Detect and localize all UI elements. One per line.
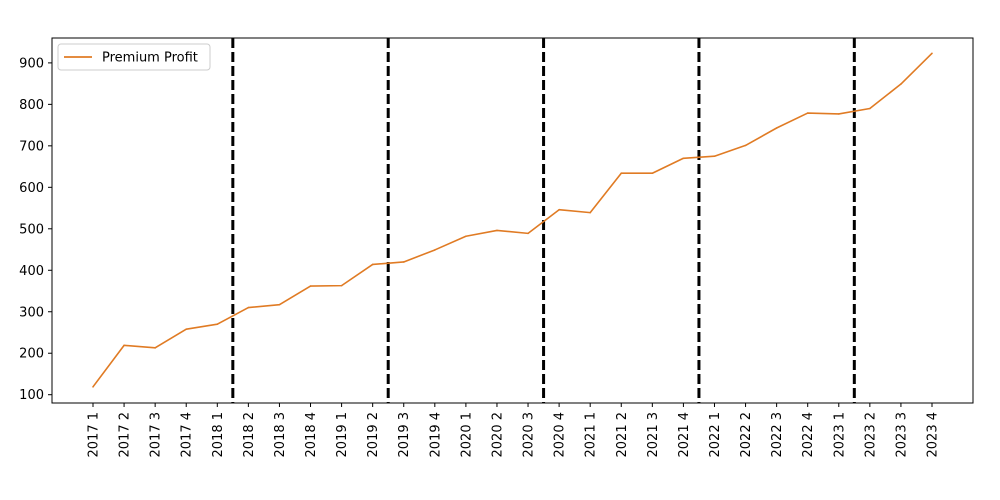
vertical-markers <box>231 38 856 403</box>
x-tick-label: 2017 3 <box>149 412 164 458</box>
x-tick-label: 2019 2 <box>366 412 381 458</box>
data-point <box>185 328 188 330</box>
legend: Premium Profit <box>57 43 211 71</box>
y-tick-label: 300 <box>19 305 44 320</box>
y-tick-label: 100 <box>19 388 44 403</box>
x-tick-label: 2023 3 <box>894 412 909 458</box>
x-tick-label: 2017 4 <box>180 412 195 458</box>
data-point <box>900 83 902 85</box>
data-point <box>154 347 156 349</box>
x-tick-label: 2023 1 <box>832 412 847 458</box>
data-point <box>558 208 560 211</box>
data-point <box>931 52 933 55</box>
x-tick-label: 2018 1 <box>211 412 226 458</box>
y-tick-label: 900 <box>19 56 44 71</box>
x-axis: 2017 1 2017 2 2017 3 2017 4 2018 1 2018 2 2018… <box>87 403 941 458</box>
data-point <box>340 284 343 287</box>
x-tick-label: 2021 3 <box>646 412 661 458</box>
x-tick-label: 2018 3 <box>273 412 288 458</box>
data-point <box>434 249 436 251</box>
x-tick-label: 2020 3 <box>522 412 537 458</box>
data-point <box>806 112 809 114</box>
data-point <box>651 172 654 175</box>
x-tick-label: 2017 1 <box>87 412 102 458</box>
data-point <box>309 285 312 287</box>
x-tick-label: 2022 4 <box>801 412 816 458</box>
x-tick-label: 2020 1 <box>459 412 474 458</box>
data-point <box>620 172 623 175</box>
y-tick-label: 200 <box>19 347 44 362</box>
y-tick-label: 400 <box>19 264 44 279</box>
series-layer <box>92 52 933 388</box>
data-point <box>527 232 529 235</box>
x-tick-label: 2020 4 <box>553 412 568 458</box>
legend-label: Premium Profit <box>102 51 198 66</box>
data-point <box>589 211 591 214</box>
plot-area <box>51 37 974 404</box>
x-tick-label: 2017 2 <box>118 412 133 458</box>
x-tick-label: 2019 3 <box>397 412 412 458</box>
x-tick-label: 2020 2 <box>490 412 505 458</box>
data-point <box>92 386 94 388</box>
y-axis: 100 200 300 400 500 600 700 800 900 <box>19 56 52 403</box>
x-tick-label: 2021 1 <box>584 412 599 458</box>
x-tick-label: 2018 4 <box>304 412 319 458</box>
data-point <box>869 107 871 110</box>
y-tick-label: 700 <box>19 139 44 154</box>
x-tick-label: 2022 3 <box>770 412 785 458</box>
x-tick-label: 2023 2 <box>863 412 878 458</box>
y-tick-label: 600 <box>19 181 44 196</box>
data-point <box>371 263 374 266</box>
data-point <box>216 323 219 325</box>
x-tick-label: 2018 2 <box>242 412 257 458</box>
data-point <box>123 344 125 347</box>
data-point <box>837 113 840 115</box>
data-point <box>496 229 498 232</box>
series-line-1 <box>92 52 933 388</box>
data-point <box>402 261 405 263</box>
data-point <box>465 235 467 238</box>
y-tick-label: 800 <box>19 98 44 113</box>
x-tick-label: 2022 1 <box>708 412 723 458</box>
data-point <box>278 303 281 306</box>
x-tick-label: 2019 1 <box>335 412 350 458</box>
data-point <box>775 127 778 129</box>
data-point <box>713 155 716 158</box>
x-tick-label: 2021 4 <box>677 412 692 458</box>
y-tick-label: 500 <box>19 222 44 237</box>
legend-box <box>57 43 211 71</box>
x-tick-label: 2022 2 <box>739 412 754 458</box>
data-point <box>682 157 685 160</box>
data-point <box>744 144 747 147</box>
x-tick-label: 2019 4 <box>428 412 443 458</box>
x-tick-label: 2021 2 <box>615 412 630 458</box>
data-point <box>247 306 250 309</box>
x-tick-label: 2023 4 <box>926 412 941 458</box>
